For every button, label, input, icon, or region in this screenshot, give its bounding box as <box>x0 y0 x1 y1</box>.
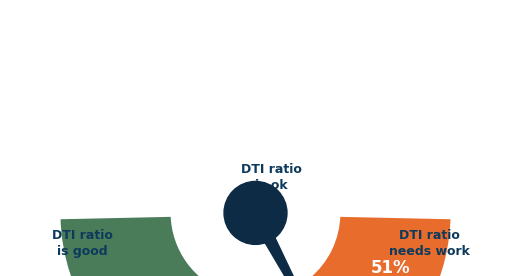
Circle shape <box>224 181 287 244</box>
Text: DTI ratio
needs work: DTI ratio needs work <box>388 229 470 258</box>
Text: DTI ratio
is ok: DTI ratio is ok <box>241 163 301 192</box>
Wedge shape <box>308 215 453 276</box>
Text: DTI ratio
is good: DTI ratio is good <box>52 229 112 258</box>
Polygon shape <box>244 192 328 276</box>
Text: 51%
or higher: 51% or higher <box>347 259 433 276</box>
Wedge shape <box>58 215 228 276</box>
